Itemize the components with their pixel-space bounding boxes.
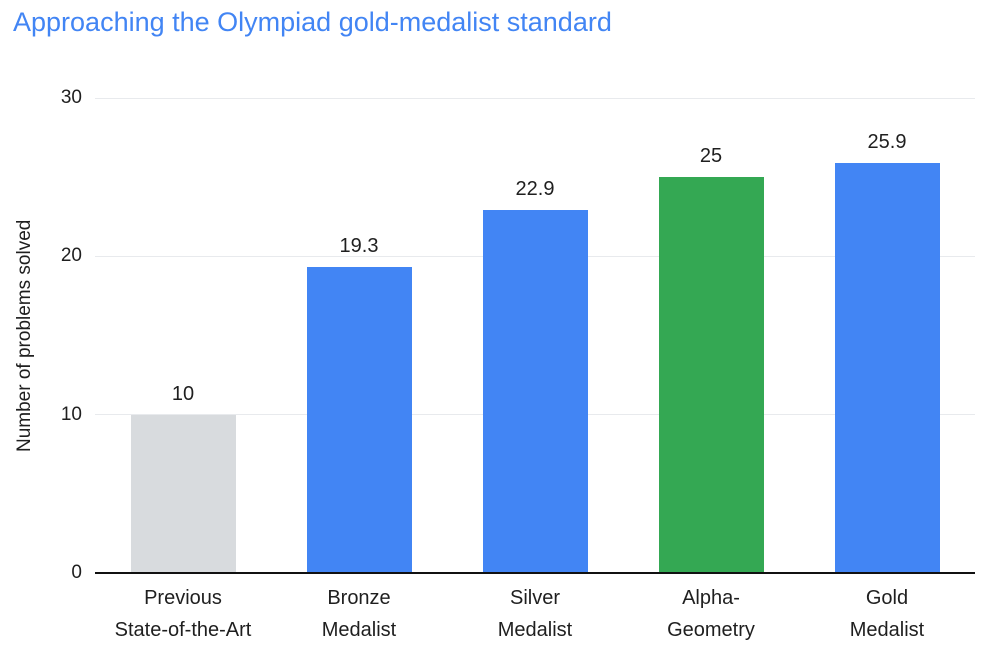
x-axis-label-previous-state-of-the-art: Previous State-of-the-Art	[114, 587, 252, 641]
x-axis-label-gold-medalist: Gold Medalist	[849, 587, 925, 641]
bar-column-silver-medalist: 22.9	[447, 98, 623, 573]
chart-title: Approaching the Olympiad gold-medalist s…	[13, 7, 612, 37]
bar-alpha-geometry: 25	[658, 145, 764, 573]
y-axis-tick-labels: 0 10 20 30	[0, 87, 82, 583]
bar-bronze-medalist: 19.3	[306, 235, 412, 573]
y-tick-label-20: 20	[60, 245, 82, 267]
bar-previous-state-of-the-art: 10	[130, 383, 236, 573]
plot-area: 10 19.3 22.9 25 25.9	[95, 97, 975, 574]
y-tick-label-30: 30	[60, 87, 82, 108]
bar-column-gold-medalist: 25.9	[799, 98, 975, 573]
bar-column-alpha-geometry: 25	[623, 98, 799, 573]
x-axis-label-alpha-geometry: Alpha- Geometry	[667, 587, 755, 641]
bars-container: 10 19.3 22.9 25 25.9	[95, 98, 975, 573]
x-axis-label-silver-medalist: Silver Medalist	[497, 587, 573, 641]
bar-gold-medalist: 25.9	[834, 131, 940, 573]
bar-value-label-bronze-medalist: 19.3	[339, 235, 379, 258]
bar-value-label-alpha-geometry: 25	[699, 145, 723, 168]
bar-value-label-previous-state-of-the-art: 10	[171, 382, 195, 405]
bar-value-label-silver-medalist: 22.9	[515, 178, 555, 201]
bar-column-previous-state-of-the-art: 10	[95, 98, 271, 573]
bar-column-bronze-medalist: 19.3	[271, 98, 447, 573]
y-tick-label-0: 0	[71, 562, 82, 583]
bar-value-label-gold-medalist: 25.9	[867, 130, 907, 153]
y-tick-label-10: 10	[60, 403, 82, 425]
x-axis-label-bronze-medalist: Bronze Medalist	[321, 587, 397, 641]
x-axis-labels: Previous State-of-the-Art Bronze Medalist…	[95, 582, 975, 646]
bar-silver-medalist: 22.9	[482, 178, 588, 573]
